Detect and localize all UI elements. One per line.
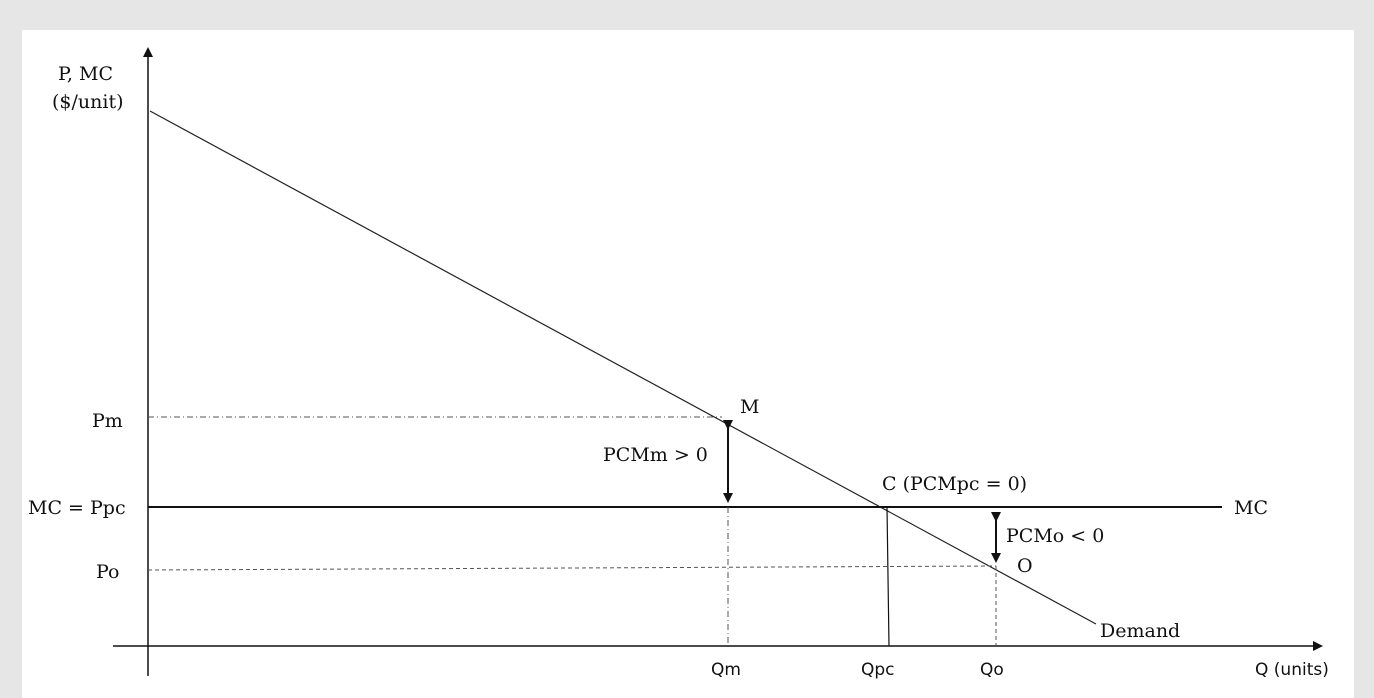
- qpc-label: Qpc: [861, 660, 895, 680]
- po-guide-line: [147, 565, 997, 571]
- x-axis-label: Q (units): [1255, 660, 1329, 680]
- pm-label: Pm: [92, 410, 123, 432]
- y-axis-label-line2: ($/unit): [52, 91, 124, 113]
- y-axis-label-line1: P, MC: [58, 63, 113, 85]
- mc-curve-label: MC: [1234, 497, 1268, 519]
- pcm-o-label: PCMo < 0: [1006, 525, 1104, 547]
- point-o-label: O: [1017, 555, 1033, 577]
- diagram-panel: [22, 30, 1354, 698]
- point-m-label: M: [740, 396, 759, 418]
- point-c-label: C (PCMpc = 0): [882, 473, 1027, 495]
- qpc-line: [886, 506, 890, 647]
- qo-label: Qo: [980, 660, 1004, 680]
- demand-curve-label: Demand: [1100, 620, 1180, 642]
- pcm-m-label: PCMm > 0: [603, 444, 708, 466]
- mc-ppc-label: MC = Ppc: [28, 497, 126, 519]
- po-label: Po: [96, 561, 119, 583]
- qm-label: Qm: [711, 660, 741, 680]
- demand-curve: [149, 110, 1097, 625]
